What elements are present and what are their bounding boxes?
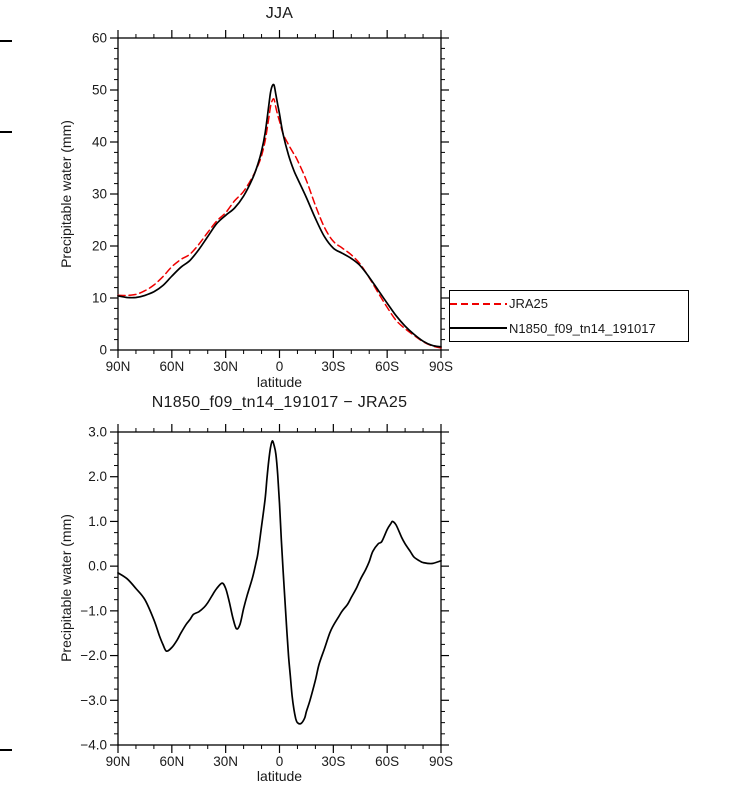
frame-edge-tick xyxy=(0,131,12,133)
y-tick-label: −3.0 xyxy=(80,693,107,708)
bottom-y-axis-label: Precipitable water (mm) xyxy=(58,514,74,662)
x-tick-label: 30N xyxy=(213,754,238,769)
y-tick-label: 3.0 xyxy=(88,425,107,440)
series-line-jra25 xyxy=(117,98,442,349)
legend-label-jra25: JRA25 xyxy=(509,296,549,312)
x-tick-label: 90S xyxy=(429,754,453,769)
x-tick-label: 60N xyxy=(159,754,184,769)
y-tick-label: 10 xyxy=(92,291,107,306)
y-tick-label: 0.0 xyxy=(88,559,107,574)
legend-entry-jra25: JRA25 xyxy=(450,292,688,316)
y-tick-label: −2.0 xyxy=(80,648,107,663)
legend-solid-line-icon xyxy=(450,327,507,330)
frame-edge-tick xyxy=(0,40,12,42)
series-line-n1850-f09-tn14-191017 xyxy=(117,83,442,348)
y-tick-label: 40 xyxy=(92,135,107,150)
y-tick-label: −1.0 xyxy=(80,603,107,618)
x-tick-label: 60N xyxy=(159,359,184,374)
plot-frame xyxy=(117,431,442,746)
y-tick-label: 1.0 xyxy=(88,514,107,529)
x-tick-label: 60S xyxy=(375,359,399,374)
x-tick-label: 90N xyxy=(106,754,131,769)
legend-entry-model: N1850_f09_tn14_191017 xyxy=(450,316,688,340)
top-chart-title: JJA xyxy=(265,5,294,22)
y-tick-label: 0 xyxy=(99,343,107,358)
x-tick-label: 30S xyxy=(321,359,345,374)
frame-edge-tick xyxy=(0,749,12,751)
x-tick-label: 30S xyxy=(321,754,345,769)
x-tick-label: 0 xyxy=(276,754,284,769)
bottom-x-axis-label: latitude xyxy=(256,768,303,784)
bottom-chart-title: N1850_f09_tn14_191017 − JRA25 xyxy=(151,394,408,411)
legend: JRA25 N1850_f09_tn14_191017 xyxy=(449,290,689,342)
legend-label-model: N1850_f09_tn14_191017 xyxy=(509,320,656,336)
x-tick-label: 90S xyxy=(429,359,453,374)
x-tick-label: 30N xyxy=(213,359,238,374)
chart-0: 90N 60N 30N 0 30S 60S 90S 0 10 20 30 40 50 60 xyxy=(92,30,453,374)
plot-frame xyxy=(117,37,442,351)
x-tick-label: 0 xyxy=(276,359,284,374)
chart-1: 90N 60N 30N 0 30S 60S 90S −4.0 −3.0 −2.0 −1.0 0.0 1.… xyxy=(80,424,453,769)
y-tick-label: 20 xyxy=(92,239,107,254)
x-tick-label: 60S xyxy=(375,754,399,769)
x-tick-label: 90N xyxy=(106,359,131,374)
legend-dashed-line-icon xyxy=(450,302,507,305)
y-tick-label: 50 xyxy=(92,83,107,98)
series-line-n1850-f09-tn14-191017-jra25 xyxy=(117,440,442,725)
y-tick-label: 2.0 xyxy=(88,469,107,484)
y-tick-label: 30 xyxy=(92,187,107,202)
y-tick-label: −4.0 xyxy=(80,738,107,753)
y-tick-label: 60 xyxy=(92,31,107,46)
top-x-axis-label: latitude xyxy=(256,374,303,390)
top-y-axis-label: Precipitable water (mm) xyxy=(58,120,74,268)
